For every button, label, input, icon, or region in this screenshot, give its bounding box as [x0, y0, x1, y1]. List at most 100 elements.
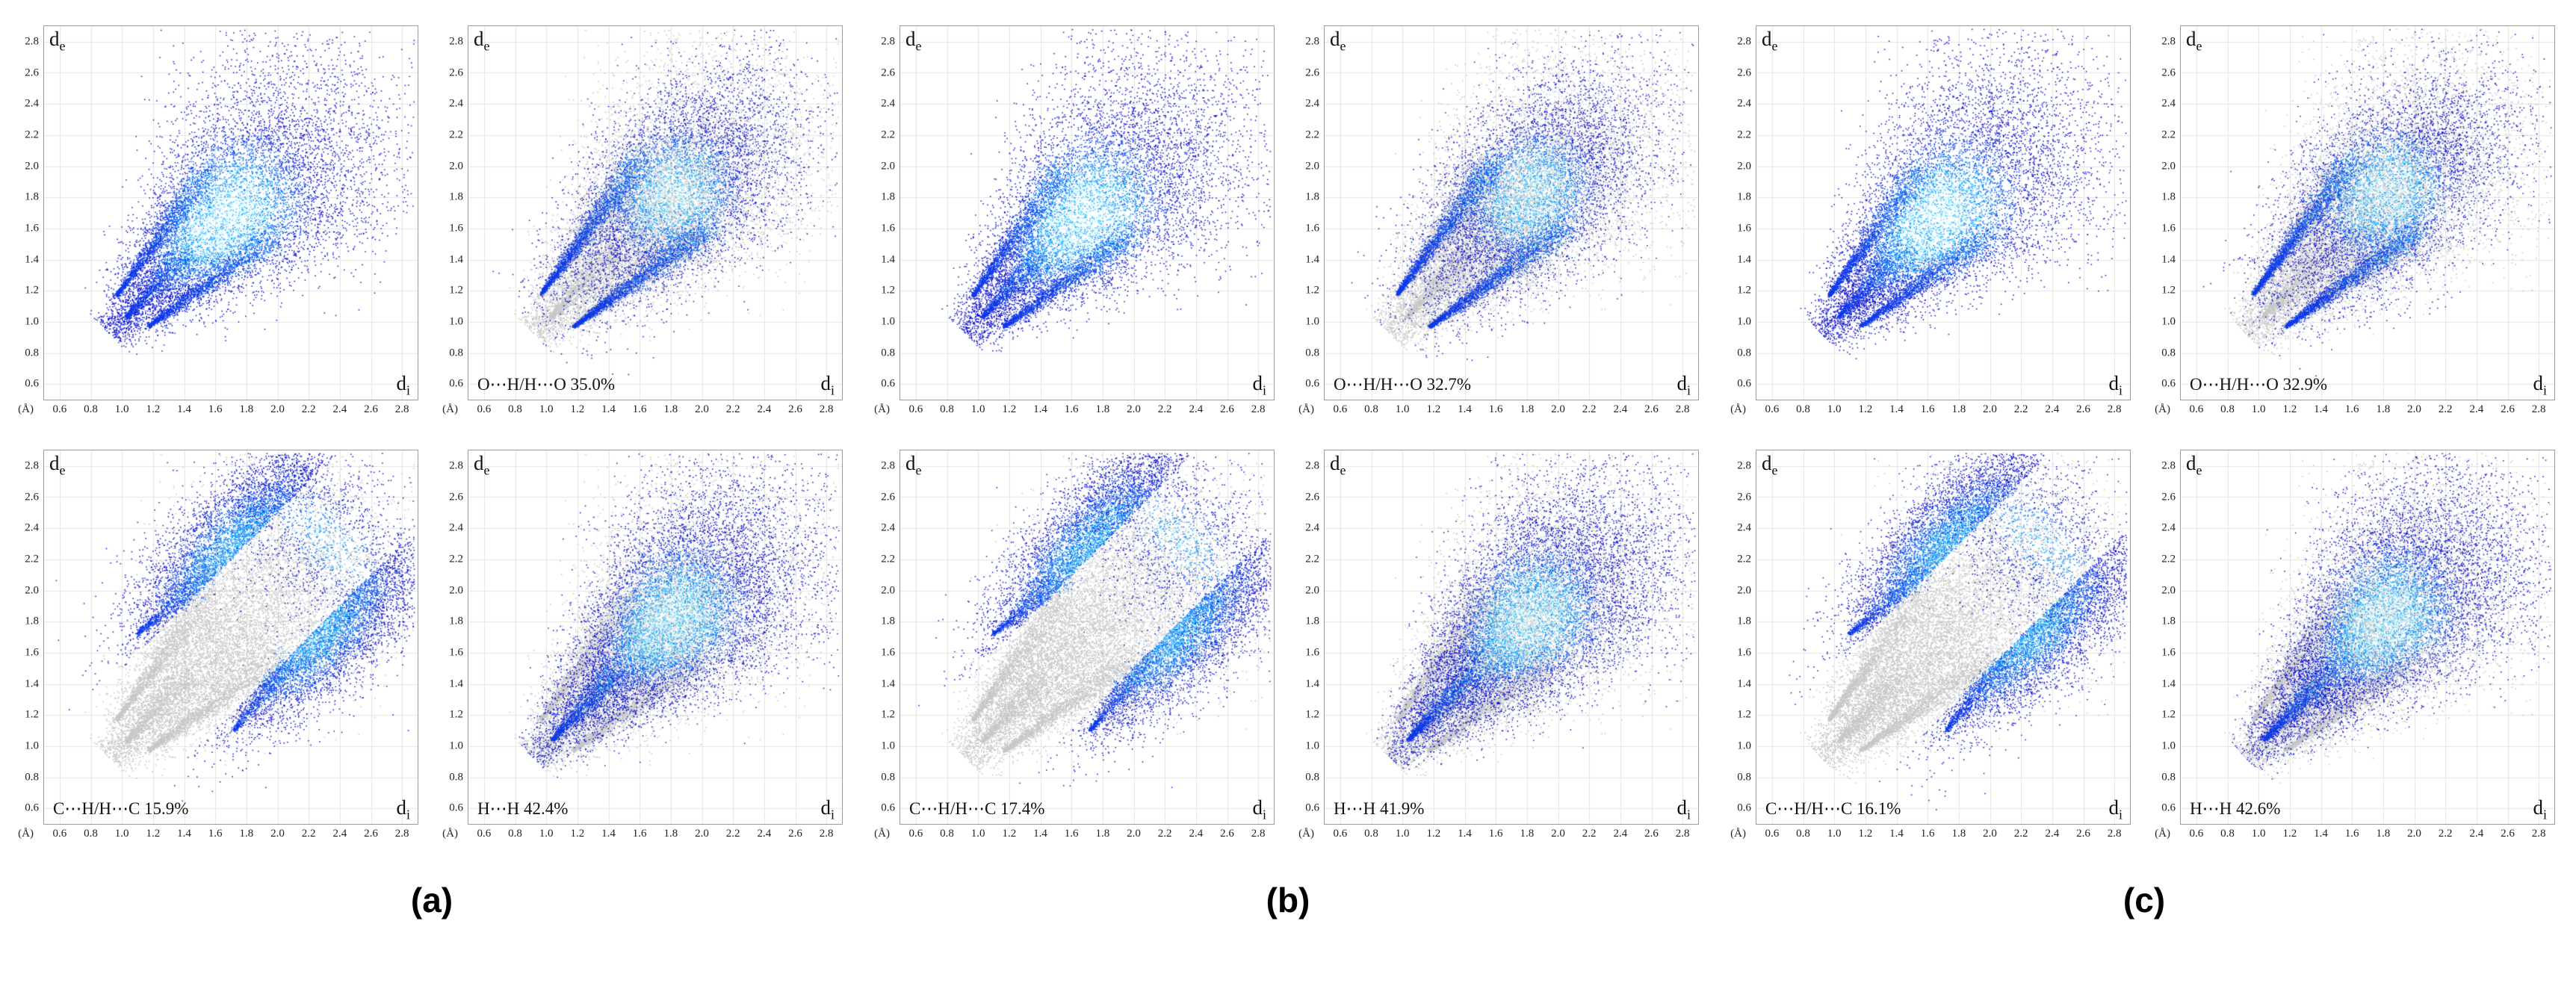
- y-tick-label: 2.6: [449, 66, 463, 78]
- y-tick-label: 2.4: [2161, 97, 2176, 110]
- group-label: (b): [1266, 881, 1310, 920]
- x-tick-label: 1.6: [1488, 828, 1503, 840]
- panel-group: de di (Å) 0.6 0.6 0.8 0.8 1.0 1.0 1.2 1.2 1.4 1.4…: [10, 18, 853, 920]
- fingerprint-canvas: [468, 450, 842, 824]
- y-tick-label: 2.4: [1305, 97, 1319, 110]
- y-tick-label: 1.2: [25, 284, 39, 297]
- y-tick-label: 1.4: [2161, 678, 2176, 689]
- fingerprint-canvas: [468, 26, 842, 400]
- y-tick-label: 2.4: [2161, 521, 2176, 534]
- y-tick-label: 0.6: [881, 801, 895, 814]
- contact-annotation: O⋯H/H⋯O 32.9%: [2190, 375, 2327, 394]
- fingerprint-panel-c-full: de di (Å) 0.6 0.6 0.8 0.8 1.0 1.0 1.2 1.2 1.4 1.4…: [1723, 18, 2141, 430]
- x-axis-label: di: [820, 371, 835, 397]
- angstrom-unit-label: (Å): [1730, 403, 1746, 415]
- x-tick-label: 1.2: [570, 828, 585, 840]
- y-tick-label: 1.6: [881, 646, 895, 659]
- x-tick-label: 2.8: [1251, 403, 1266, 415]
- x-tick-label: 2.6: [2076, 403, 2090, 415]
- x-tick-label: 1.4: [1889, 828, 1904, 840]
- y-tick-label: 2.2: [2161, 128, 2176, 141]
- y-tick-label: 1.4: [881, 253, 895, 265]
- contact-annotation: H⋯H 42.4%: [477, 799, 569, 818]
- y-tick-label: 0.8: [2161, 347, 2176, 359]
- fingerprint-panel-a-oh: de di O⋯H/H⋯O 35.0% (Å) 0.6 0.6 0.8 0.8 1.0 1…: [435, 18, 853, 430]
- angstrom-unit-label: (Å): [2155, 828, 2170, 840]
- y-tick-label: 1.2: [1737, 284, 1751, 297]
- contact-annotation: H⋯H 42.6%: [2190, 799, 2281, 818]
- y-tick-label: 2.4: [1737, 521, 1751, 534]
- fingerprint-canvas: [2181, 450, 2554, 824]
- contact-annotation: C⋯H/H⋯C 15.9%: [53, 799, 189, 818]
- y-tick-label: 1.2: [881, 284, 895, 297]
- x-tick-label: 1.2: [146, 828, 161, 840]
- x-tick-label: 1.4: [1889, 403, 1904, 415]
- y-tick-label: 1.2: [25, 708, 39, 721]
- y-tick-label: 2.4: [25, 521, 39, 534]
- y-tick-label: 2.0: [449, 160, 463, 172]
- y-tick-label: 1.0: [449, 315, 463, 328]
- y-tick-label: 0.8: [2161, 771, 2176, 783]
- x-tick-label: 2.0: [1127, 403, 1141, 415]
- y-tick-label: 2.2: [2161, 553, 2176, 565]
- panel-grid: de di (Å) 0.6 0.6 0.8 0.8 1.0 1.0 1.2 1.2 1.4 1.4…: [867, 18, 1709, 855]
- contact-annotation: O⋯H/H⋯O 32.7%: [1334, 375, 1471, 394]
- x-axis-label: di: [2108, 371, 2123, 397]
- fingerprint-panel-b-full: de di (Å) 0.6 0.6 0.8 0.8 1.0 1.0 1.2 1.2 1.4 1.4…: [867, 18, 1285, 430]
- y-tick-label: 1.8: [881, 190, 895, 203]
- y-tick-label: 1.4: [25, 253, 39, 265]
- x-tick-label: 1.8: [663, 403, 678, 415]
- y-tick-label: 1.0: [1305, 315, 1319, 328]
- y-tick-label: 1.0: [1737, 740, 1751, 752]
- x-tick-label: 0.6: [52, 828, 67, 840]
- y-tick-label: 2.0: [1737, 160, 1751, 172]
- fingerprint-panel-b-oh: de di O⋯H/H⋯O 32.7% (Å) 0.6 0.6 0.8 0.8 1.0 1…: [1291, 18, 1709, 430]
- x-tick-label: 1.8: [1951, 403, 1966, 415]
- y-tick-label: 2.4: [1737, 97, 1751, 110]
- y-tick-label: 1.4: [1305, 253, 1319, 265]
- x-tick-label: 2.2: [2013, 403, 2028, 415]
- y-tick-label: 1.8: [449, 190, 463, 203]
- y-tick-label: 2.2: [1737, 128, 1751, 141]
- x-tick-label: 2.6: [1220, 828, 1234, 840]
- x-tick-label: 1.0: [970, 403, 985, 415]
- y-tick-label: 2.8: [881, 35, 895, 48]
- y-tick-label: 2.0: [1305, 160, 1319, 172]
- y-tick-label: 2.8: [2161, 459, 2176, 472]
- x-axis-label: di: [1252, 371, 1266, 397]
- plot-area: de di O⋯H/H⋯O 32.7% (Å) 0.6 0.6 0.8 0.8 1.0 1…: [1298, 25, 1699, 415]
- fingerprint-canvas: [1756, 26, 2130, 400]
- y-tick-label: 1.4: [1737, 678, 1751, 689]
- x-tick-label: 1.8: [2376, 403, 2391, 415]
- contact-annotation: H⋯H 41.9%: [1334, 799, 1425, 818]
- x-tick-label: 1.6: [208, 403, 223, 415]
- y-axis-label: de: [2186, 452, 2202, 478]
- x-tick-label: 1.8: [1095, 403, 1110, 415]
- y-axis-label: de: [1330, 28, 1346, 54]
- y-tick-label: 1.4: [449, 253, 463, 265]
- y-tick-label: 0.6: [2161, 801, 2176, 814]
- x-tick-label: 1.0: [114, 403, 129, 415]
- y-tick-label: 2.0: [1305, 584, 1319, 596]
- y-axis-label: de: [1762, 28, 1778, 54]
- x-tick-label: 2.0: [1983, 403, 1997, 415]
- x-tick-label: 2.6: [2076, 828, 2090, 840]
- y-tick-label: 2.0: [2161, 584, 2176, 596]
- angstrom-unit-label: (Å): [1298, 828, 1314, 840]
- plot-area: de di H⋯H 42.6% (Å) 0.6 0.6 0.8 0.8 1.0 1.0 1.…: [2155, 450, 2555, 840]
- fingerprint-panel-b-ch: de di C⋯H/H⋯C 17.4% (Å) 0.6 0.6 0.8 0.8 1.0 1…: [867, 442, 1285, 855]
- x-tick-label: 2.2: [1582, 828, 1597, 840]
- x-tick-label: 0.8: [1364, 403, 1378, 415]
- x-tick-label: 2.4: [1613, 828, 1628, 840]
- x-tick-label: 2.2: [301, 403, 316, 415]
- y-tick-label: 2.8: [881, 459, 895, 472]
- fingerprint-panel-a-ch: de di C⋯H/H⋯C 15.9% (Å) 0.6 0.6 0.8 0.8 1.0 1…: [10, 442, 429, 855]
- x-tick-label: 0.6: [2189, 403, 2204, 415]
- y-tick-label: 2.0: [25, 584, 39, 596]
- x-tick-label: 1.8: [1520, 828, 1535, 840]
- x-tick-label: 2.8: [819, 828, 834, 840]
- y-tick-label: 0.6: [1305, 377, 1319, 390]
- x-tick-label: 0.8: [940, 403, 954, 415]
- y-tick-label: 0.8: [449, 347, 463, 359]
- x-tick-label: 2.4: [2469, 828, 2484, 840]
